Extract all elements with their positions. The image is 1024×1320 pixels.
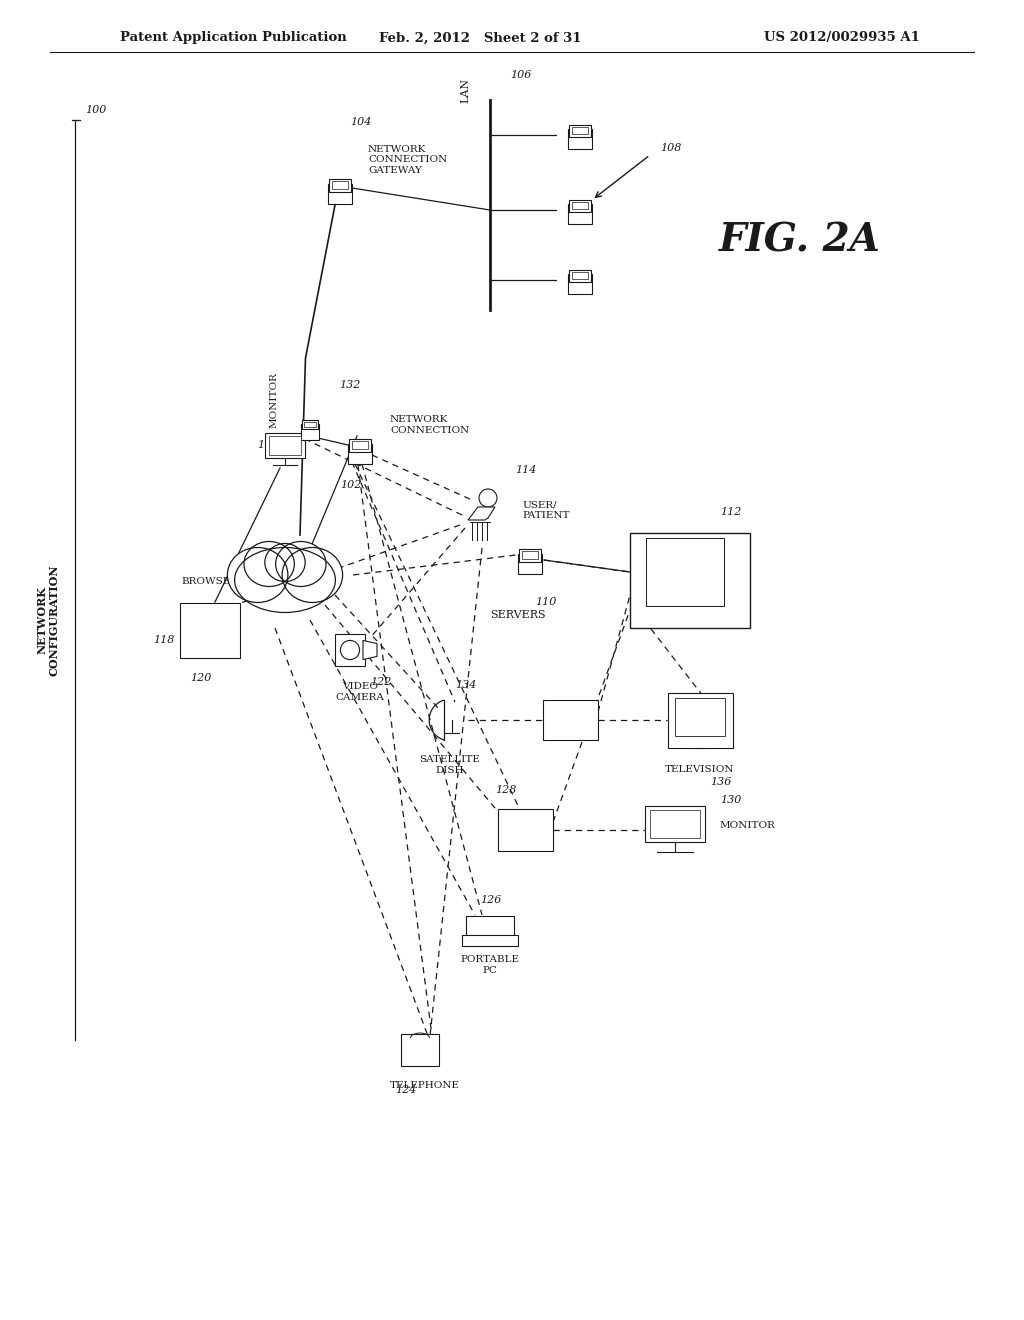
Bar: [522, 552, 538, 560]
Bar: [645, 807, 705, 842]
Bar: [519, 549, 541, 561]
Bar: [668, 693, 732, 747]
Text: BROWSER: BROWSER: [181, 578, 239, 586]
Text: Feb. 2, 2012   Sheet 2 of 31: Feb. 2, 2012 Sheet 2 of 31: [379, 32, 582, 45]
Text: 130: 130: [720, 795, 741, 805]
Text: LAN: LAN: [460, 78, 470, 103]
Bar: [572, 202, 588, 209]
Polygon shape: [362, 640, 377, 660]
Text: 104: 104: [350, 117, 372, 127]
Text: 110: 110: [535, 597, 556, 607]
Text: USER/
PATIENT: USER/ PATIENT: [522, 500, 569, 520]
Text: US 2012/0029935 A1: US 2012/0029935 A1: [764, 32, 920, 45]
Text: CABLE
BOX: CABLE BOX: [507, 820, 543, 840]
Bar: [301, 424, 319, 440]
Ellipse shape: [275, 541, 326, 586]
Text: 112: 112: [720, 507, 741, 517]
Text: 124: 124: [395, 1085, 417, 1096]
Bar: [543, 700, 597, 741]
Text: 134: 134: [455, 680, 476, 690]
Bar: [466, 916, 514, 937]
Bar: [572, 272, 588, 279]
Bar: [268, 436, 301, 455]
Text: VIDEO
CAMERA: VIDEO CAMERA: [336, 682, 384, 702]
Bar: [348, 444, 372, 465]
Text: 128: 128: [495, 785, 516, 795]
Bar: [518, 553, 542, 574]
Text: 100: 100: [85, 106, 106, 115]
Text: TELEVISION: TELEVISION: [666, 766, 735, 775]
Ellipse shape: [234, 548, 336, 612]
Text: 126: 126: [480, 895, 502, 906]
Ellipse shape: [283, 548, 343, 602]
Bar: [302, 420, 318, 429]
Polygon shape: [468, 507, 495, 520]
Text: MONITOR: MONITOR: [720, 821, 776, 829]
Text: NETWORK
CONNECTION: NETWORK CONNECTION: [390, 416, 469, 434]
Bar: [675, 698, 725, 735]
Text: SATELLITE
BOX: SATELLITE BOX: [541, 710, 599, 730]
Bar: [265, 433, 305, 458]
Bar: [304, 421, 315, 428]
Text: MONITOR: MONITOR: [270, 372, 279, 428]
Bar: [572, 127, 588, 135]
Text: 136: 136: [710, 777, 731, 787]
Text: 118: 118: [154, 635, 175, 645]
Text: 116: 116: [257, 440, 279, 450]
Bar: [569, 124, 591, 136]
Bar: [569, 199, 591, 211]
Text: 102: 102: [340, 480, 361, 490]
Text: TELEPHONE: TELEPHONE: [390, 1081, 460, 1089]
Bar: [333, 181, 347, 189]
Text: 106: 106: [510, 70, 531, 81]
Ellipse shape: [244, 541, 294, 586]
Text: Patent Application Publication: Patent Application Publication: [120, 32, 347, 45]
Ellipse shape: [479, 488, 497, 507]
Text: 108: 108: [660, 143, 681, 153]
Text: 120: 120: [190, 673, 211, 682]
Bar: [401, 1034, 439, 1067]
Bar: [650, 810, 699, 838]
Text: PORTABLE
PC: PORTABLE PC: [461, 956, 519, 974]
Bar: [352, 441, 368, 449]
Text: 122: 122: [370, 677, 391, 686]
Bar: [630, 532, 750, 627]
Text: NETWORK
INTERFACE
SOFTWARE: NETWORK INTERFACE SOFTWARE: [689, 560, 751, 590]
Ellipse shape: [227, 548, 288, 602]
Ellipse shape: [265, 544, 305, 582]
Bar: [568, 275, 592, 294]
Bar: [329, 178, 351, 191]
Text: NETWORK: NETWORK: [252, 573, 318, 586]
Bar: [463, 936, 517, 945]
Bar: [646, 537, 724, 606]
Bar: [335, 634, 365, 667]
Text: NETWORK
CONFIGURATION: NETWORK CONFIGURATION: [36, 564, 59, 676]
Bar: [328, 183, 352, 205]
Bar: [568, 205, 592, 224]
Bar: [180, 602, 240, 657]
Text: NETWORK
CONNECTION
GATEWAY: NETWORK CONNECTION GATEWAY: [368, 145, 447, 176]
Circle shape: [340, 640, 359, 660]
Bar: [569, 269, 591, 281]
Text: SERVERS: SERVERS: [490, 610, 546, 620]
Text: SATELLITE
DISH: SATELLITE DISH: [420, 755, 480, 775]
Bar: [349, 438, 371, 451]
Bar: [498, 809, 553, 851]
Text: 114: 114: [515, 465, 537, 475]
Text: 132: 132: [339, 380, 360, 389]
Text: FIG. 2A: FIG. 2A: [719, 220, 881, 259]
Bar: [568, 129, 592, 149]
